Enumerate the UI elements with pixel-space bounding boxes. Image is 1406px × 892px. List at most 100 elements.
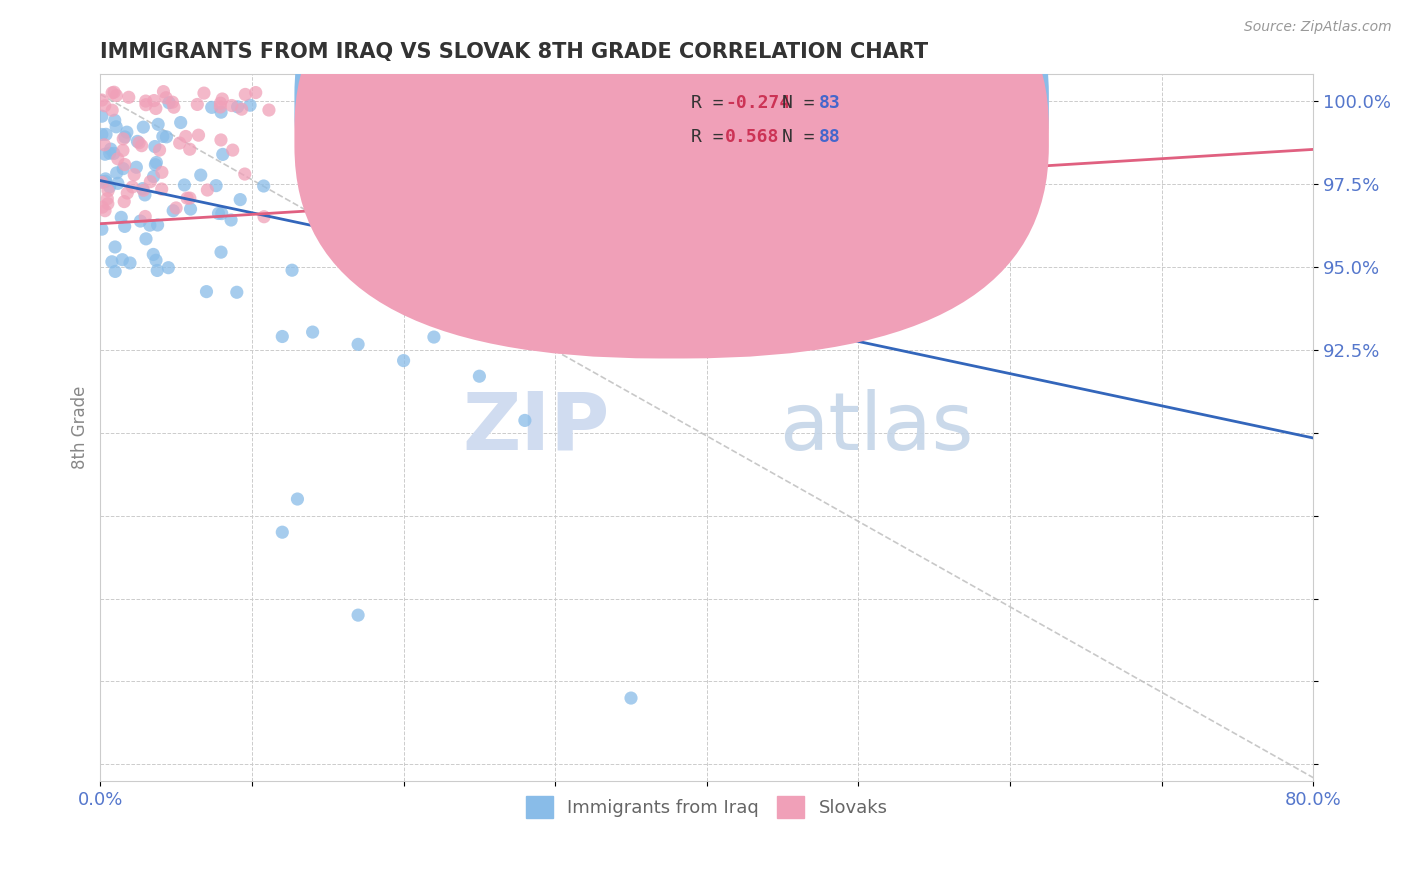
Point — [148, 143, 170, 157]
Text: atlas: atlas — [779, 389, 974, 467]
Point — [233, 87, 256, 102]
Point — [139, 175, 162, 189]
Point — [128, 136, 150, 150]
Point — [467, 128, 489, 143]
Point — [150, 165, 173, 179]
Point — [912, 103, 935, 118]
Point — [180, 202, 202, 216]
Point — [112, 161, 135, 176]
Text: R =: R = — [690, 128, 745, 145]
Point — [145, 253, 167, 268]
Point — [534, 187, 557, 202]
Point — [233, 167, 256, 181]
Point — [330, 87, 353, 102]
Point — [377, 98, 399, 112]
Point — [110, 211, 132, 225]
Point — [121, 180, 143, 194]
Point — [115, 125, 138, 139]
Point — [127, 135, 149, 149]
Point — [114, 157, 136, 171]
Point — [209, 245, 232, 260]
Point — [907, 100, 929, 114]
Point — [271, 329, 294, 343]
Text: 88: 88 — [818, 128, 841, 145]
Point — [131, 181, 153, 195]
Point — [336, 88, 359, 103]
Point — [187, 128, 209, 143]
Point — [104, 113, 127, 128]
Point — [97, 184, 120, 198]
Point — [142, 247, 165, 261]
Point — [98, 180, 121, 194]
Point — [245, 86, 267, 100]
Point — [231, 102, 253, 116]
Point — [209, 105, 232, 120]
Point — [257, 103, 280, 117]
Point — [103, 146, 125, 161]
Point — [105, 166, 128, 180]
Point — [112, 132, 135, 146]
Point — [93, 137, 115, 152]
Point — [143, 94, 166, 108]
Point — [117, 186, 139, 200]
Point — [107, 152, 129, 166]
Point — [97, 196, 120, 211]
Point — [155, 129, 177, 144]
Point — [104, 264, 127, 278]
Point — [337, 160, 360, 174]
Point — [94, 147, 117, 161]
Point — [90, 176, 112, 190]
Point — [572, 179, 595, 194]
Point — [554, 96, 576, 111]
Point — [145, 158, 167, 172]
Point — [470, 180, 492, 194]
Point — [129, 214, 152, 228]
Point — [98, 146, 121, 161]
Point — [716, 189, 738, 203]
Point — [311, 176, 333, 190]
Text: N =: N = — [782, 128, 825, 145]
Point — [239, 98, 262, 112]
Point — [209, 133, 232, 147]
Point — [253, 179, 276, 194]
Y-axis label: 8th Grade: 8th Grade — [72, 386, 89, 469]
Point — [461, 153, 484, 168]
Point — [155, 91, 177, 105]
Point — [152, 129, 174, 144]
Point — [173, 178, 195, 192]
Point — [139, 218, 162, 232]
Point — [650, 89, 672, 103]
Point — [163, 100, 186, 114]
Point — [312, 136, 335, 150]
Point — [134, 188, 156, 202]
Point — [150, 182, 173, 196]
Point — [111, 144, 134, 158]
Point — [103, 85, 125, 99]
Point — [301, 325, 323, 339]
Point — [132, 120, 155, 135]
Point — [114, 130, 136, 145]
Text: Source: ZipAtlas.com: Source: ZipAtlas.com — [1244, 20, 1392, 34]
Point — [135, 94, 157, 108]
Point — [122, 168, 145, 182]
Point — [333, 189, 356, 203]
Legend: Immigrants from Iraq, Slovaks: Immigrants from Iraq, Slovaks — [519, 789, 896, 825]
Point — [94, 99, 117, 113]
Point — [100, 142, 122, 156]
Point — [135, 97, 157, 112]
Point — [105, 88, 128, 103]
Point — [104, 240, 127, 254]
Text: N =: N = — [782, 95, 825, 112]
Point — [211, 206, 233, 220]
Point — [90, 175, 112, 189]
Point — [101, 254, 124, 268]
Point — [101, 103, 124, 118]
Point — [193, 86, 215, 100]
Point — [90, 128, 112, 142]
Point — [105, 120, 128, 134]
Point — [143, 139, 166, 153]
Point — [146, 117, 169, 131]
Point — [146, 218, 169, 232]
Point — [90, 93, 112, 107]
Point — [152, 85, 174, 99]
